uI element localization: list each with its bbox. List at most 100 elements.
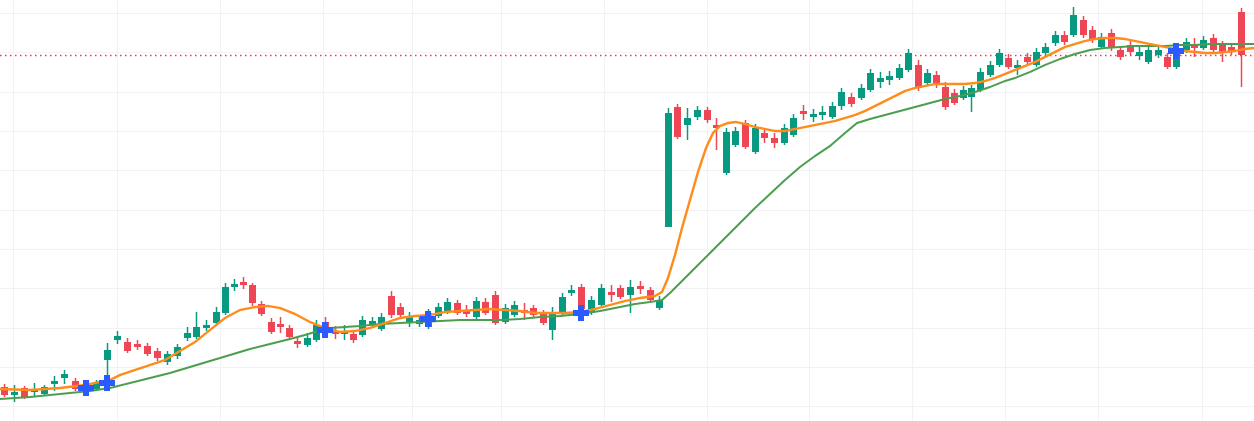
candle (637, 281, 644, 294)
candle (694, 106, 701, 120)
candle-body-up (886, 76, 893, 80)
candle-body-down (1164, 57, 1171, 67)
candle-body-up (93, 383, 100, 389)
candle (1136, 47, 1143, 60)
candle-body-down (1089, 30, 1096, 40)
candle (213, 307, 220, 325)
trade-markers-layer (78, 43, 1184, 396)
candle-body-up (781, 128, 788, 143)
candle-body-up (960, 90, 967, 98)
candle (968, 85, 975, 112)
candle (406, 312, 413, 327)
candle-body-down (578, 287, 585, 309)
candle-body-up (304, 338, 311, 345)
candle-body-down (608, 292, 615, 295)
candle (848, 93, 855, 107)
candle (713, 118, 720, 150)
candle-body-down (540, 313, 547, 323)
candle-body-down (617, 288, 624, 297)
candle-body-up (104, 350, 111, 360)
candle (397, 303, 404, 317)
candle-body-down (800, 111, 807, 114)
candle (559, 293, 566, 315)
candle-body-down (277, 324, 284, 327)
fast-ma-line[interactable] (0, 36, 1254, 392)
candle-body-up (1070, 15, 1077, 35)
candle (877, 72, 884, 88)
candle-body-up (924, 73, 931, 83)
candle (905, 49, 912, 72)
candle-body-up (11, 392, 18, 395)
candle-body-up (502, 308, 509, 322)
candle (286, 325, 293, 339)
candle (482, 298, 489, 315)
candle (674, 104, 681, 139)
candle (1127, 41, 1134, 55)
candle (933, 71, 940, 88)
candle (231, 279, 238, 291)
candle (1191, 38, 1198, 57)
candle-body-down (240, 282, 247, 285)
candle-body-down (388, 296, 395, 315)
candle (656, 296, 663, 310)
candle-body-down (1191, 45, 1198, 48)
candle-body-up (838, 92, 845, 106)
candle (154, 348, 161, 361)
candle (761, 128, 768, 143)
plus-trade-marker-icon[interactable] (1168, 43, 1184, 59)
candle (1238, 8, 1245, 87)
candle-body-down (258, 304, 265, 314)
candle-body-up (406, 317, 413, 323)
candle-body-up (435, 307, 442, 316)
candle (511, 301, 518, 317)
candle-body-down (1219, 45, 1226, 53)
candle (203, 320, 210, 331)
candle-body-down (1238, 12, 1245, 55)
candle (1145, 46, 1152, 64)
candle-body-down (742, 123, 749, 147)
candle (304, 333, 311, 347)
candle-body-up (1033, 52, 1040, 65)
candle-body-up (1042, 47, 1049, 53)
candle (1200, 36, 1207, 50)
candle-body-up (867, 73, 874, 90)
plus-trade-marker-icon[interactable] (99, 375, 115, 391)
candle-body-down (397, 307, 404, 315)
plus-trade-marker-icon[interactable] (573, 305, 589, 321)
candle-body-up (723, 132, 730, 173)
candle (704, 107, 711, 123)
candle (771, 133, 778, 148)
candle-body-down (268, 322, 275, 332)
candle-body-down (1024, 57, 1031, 62)
candle-body-down (463, 310, 470, 314)
candle-body-down (1005, 58, 1012, 67)
candle (781, 124, 788, 145)
candle (810, 109, 817, 122)
candle-body-down (771, 138, 778, 143)
candle (530, 305, 537, 318)
candle (568, 285, 575, 296)
candle (819, 106, 826, 120)
candle (790, 114, 797, 137)
candle-body-up (559, 297, 566, 313)
candle (924, 69, 931, 85)
candle-body-up (858, 88, 865, 98)
candle (752, 124, 759, 154)
candle (617, 285, 624, 299)
candle (838, 88, 845, 110)
candle (665, 108, 672, 227)
candle-body-up (598, 288, 605, 305)
slow-ma-line[interactable] (0, 43, 1254, 400)
candle-body-up (684, 118, 691, 125)
plus-trade-marker-icon[interactable] (78, 380, 94, 396)
candle-body-down (848, 97, 855, 104)
plus-trade-marker-icon[interactable] (420, 311, 436, 327)
candle-body-down (134, 344, 141, 347)
plus-trade-marker-icon[interactable] (317, 322, 333, 338)
candle (473, 297, 480, 319)
candle-body-up (732, 131, 739, 145)
candle (647, 287, 654, 302)
